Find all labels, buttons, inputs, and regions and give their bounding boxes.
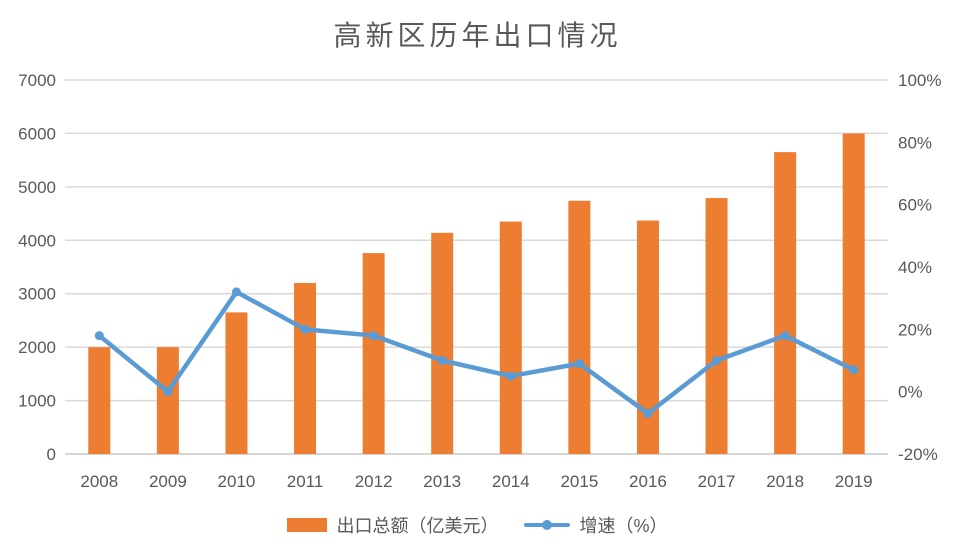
right-axis-tick-label: 60% [898,196,932,215]
right-axis-tick-label: 20% [898,320,932,339]
legend-item-growth-rate: 增速（%） [524,512,668,538]
x-axis-tick-label: 2014 [492,472,530,491]
right-axis-tick-label: 40% [898,258,932,277]
line-series-swatch-icon [524,520,571,530]
left-axis-tick-label: 1000 [18,392,56,411]
line-marker-2008 [94,331,104,341]
line-marker-2017 [712,356,722,365]
right-axis-tick-label: 0% [898,383,923,402]
line-marker-2012 [369,331,379,341]
chart-legend: 出口总额（亿美元） 增速（%） [0,512,955,538]
left-axis-tick-label: 2000 [18,338,56,357]
bar-2009 [156,347,179,454]
line-marker-2015 [574,359,584,369]
bar-2015 [568,200,591,454]
x-axis-tick-label: 2018 [766,472,804,491]
line-marker-2014 [506,371,516,381]
bar-2019 [842,133,865,454]
x-axis-tick-label: 2019 [835,472,873,491]
right-axis-tick-label: 80% [898,133,932,152]
x-axis-tick-label: 2015 [560,472,598,491]
left-axis-tick-label: 5000 [18,178,56,197]
bar-2013 [431,232,454,454]
x-axis-tick-label: 2009 [149,472,187,491]
x-axis-tick-label: 2008 [80,472,118,491]
x-axis-tick-label: 2016 [629,472,667,491]
x-axis-tick-label: 2017 [698,472,736,491]
legend-label-export-total: 出口总额（亿美元） [336,516,499,536]
growth-line [97,289,856,416]
line-marker-2011 [300,324,310,334]
left-axis-tick-label: 6000 [18,124,56,143]
bar-2008 [88,347,111,454]
legend-label-growth-rate: 增速（%） [579,516,668,536]
line-marker-2013 [437,356,447,365]
bar-2018 [774,152,797,454]
bar-2012 [362,253,385,454]
x-axis-tick-label: 2010 [218,472,256,491]
bar-2014 [499,221,522,454]
line-marker-2019 [849,365,859,375]
right-axis-tick-label: -20% [898,445,938,464]
chart-title: 高新区历年出口情况 [333,21,622,52]
left-axis-tick-label: 4000 [18,231,56,250]
legend-item-export-total: 出口总额（亿美元） [287,512,498,538]
line-marker-2010 [231,287,241,297]
line-marker-2016 [643,408,653,418]
x-axis-tick-label: 2012 [355,472,393,491]
line-marker-2009 [163,387,173,397]
left-axis-tick-label: 0 [47,445,56,464]
bar-2016 [636,220,659,454]
bar-2017 [705,198,728,454]
x-axis-tick-label: 2011 [287,472,324,491]
bar-2011 [294,283,317,454]
left-axis-tick-label: 7000 [18,71,56,90]
line-marker-2018 [780,331,790,341]
bar-2010 [225,312,248,454]
x-axis-tick-label: 2013 [423,472,461,491]
right-axis-tick-label: 100% [898,71,941,90]
bar-series-swatch-icon [287,518,328,532]
left-axis-tick-label: 3000 [18,285,56,304]
